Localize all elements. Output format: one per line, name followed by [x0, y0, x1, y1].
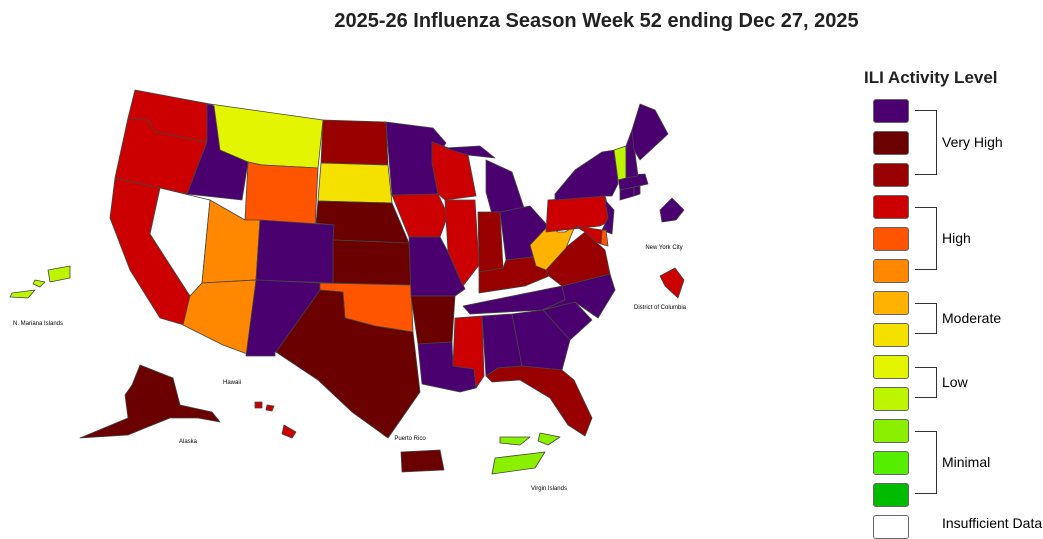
label-hawaii: Hawaii [223, 380, 241, 386]
region-vi [491, 432, 561, 475]
legend-swatch-2 [873, 131, 909, 155]
legend-title: ILI Activity Level [864, 68, 998, 87]
region-fl [485, 365, 593, 437]
region-ia [391, 193, 449, 238]
legend-swatch-5 [873, 227, 909, 251]
region-nh [625, 129, 639, 179]
legend-bracket-2 [915, 207, 937, 270]
label-alaska: Alaska [179, 439, 198, 445]
label-dc: District of Columbia [634, 305, 687, 311]
legend-swatch-4 [873, 195, 909, 219]
label-puerto-rico: Puerto Rico [394, 436, 426, 442]
label-mariana: N. Mariana Islands [13, 321, 63, 327]
legend: ILI Activity Level Very High High Moderate… [860, 66, 1043, 539]
legend-group-label: Minimal [942, 454, 991, 470]
legend-bracket-4 [915, 367, 937, 398]
region-hi [254, 401, 297, 439]
region-wy [244, 161, 319, 229]
legend-swatch-1 [873, 99, 909, 123]
region-nyc [659, 197, 685, 223]
region-az [182, 279, 257, 356]
region-ri [633, 185, 641, 197]
region-pr [400, 449, 445, 473]
region-va [540, 231, 611, 287]
legend-swatch-10 [873, 387, 909, 411]
legend-swatch-14 [873, 515, 909, 539]
region-ny [554, 149, 619, 201]
region-nc [541, 273, 616, 319]
legend-swatch-12 [873, 451, 909, 475]
map-title: 2025-26 Influenza Season Week 52 ending … [334, 10, 859, 32]
region-nd [320, 119, 389, 166]
legend-group-label: High [942, 230, 971, 246]
region-me [631, 103, 669, 161]
region-tx [275, 289, 421, 439]
region-mp [9, 265, 71, 299]
legend-swatch-11 [873, 419, 909, 443]
region-co [255, 219, 336, 284]
us-ili-activity-map: N. Mariana Islands Hawaii Alaska Puerto Ric… [9, 89, 687, 492]
label-virgin-islands: Virgin Islands [531, 486, 567, 492]
region-ks [332, 239, 412, 286]
legend-group-label: Low [942, 374, 968, 390]
legend-bracket-3 [915, 303, 937, 334]
legend-swatch-6 [873, 259, 909, 283]
legend-bracket-5 [915, 431, 937, 494]
region-dc [659, 267, 685, 299]
region-in [477, 211, 504, 273]
region-sd [317, 162, 393, 204]
region-ar [410, 295, 456, 345]
legend-group-label: Very High [942, 134, 1003, 150]
region-ak [79, 364, 221, 439]
legend-swatch-3 [873, 163, 909, 187]
legend-swatch-9 [873, 355, 909, 379]
region-il [444, 199, 480, 287]
region-nj [601, 199, 615, 235]
legend-swatch-7 [873, 291, 909, 315]
region-ga [511, 309, 571, 371]
legend-swatch-8 [873, 323, 909, 347]
label-nyc: New York City [645, 245, 682, 251]
legend-swatch-13 [873, 483, 909, 507]
legend-group-label: Moderate [942, 310, 1002, 326]
region-md [574, 225, 603, 245]
legend-bracket-1 [915, 110, 937, 175]
legend-group-label: Insufficient Data [942, 515, 1043, 531]
